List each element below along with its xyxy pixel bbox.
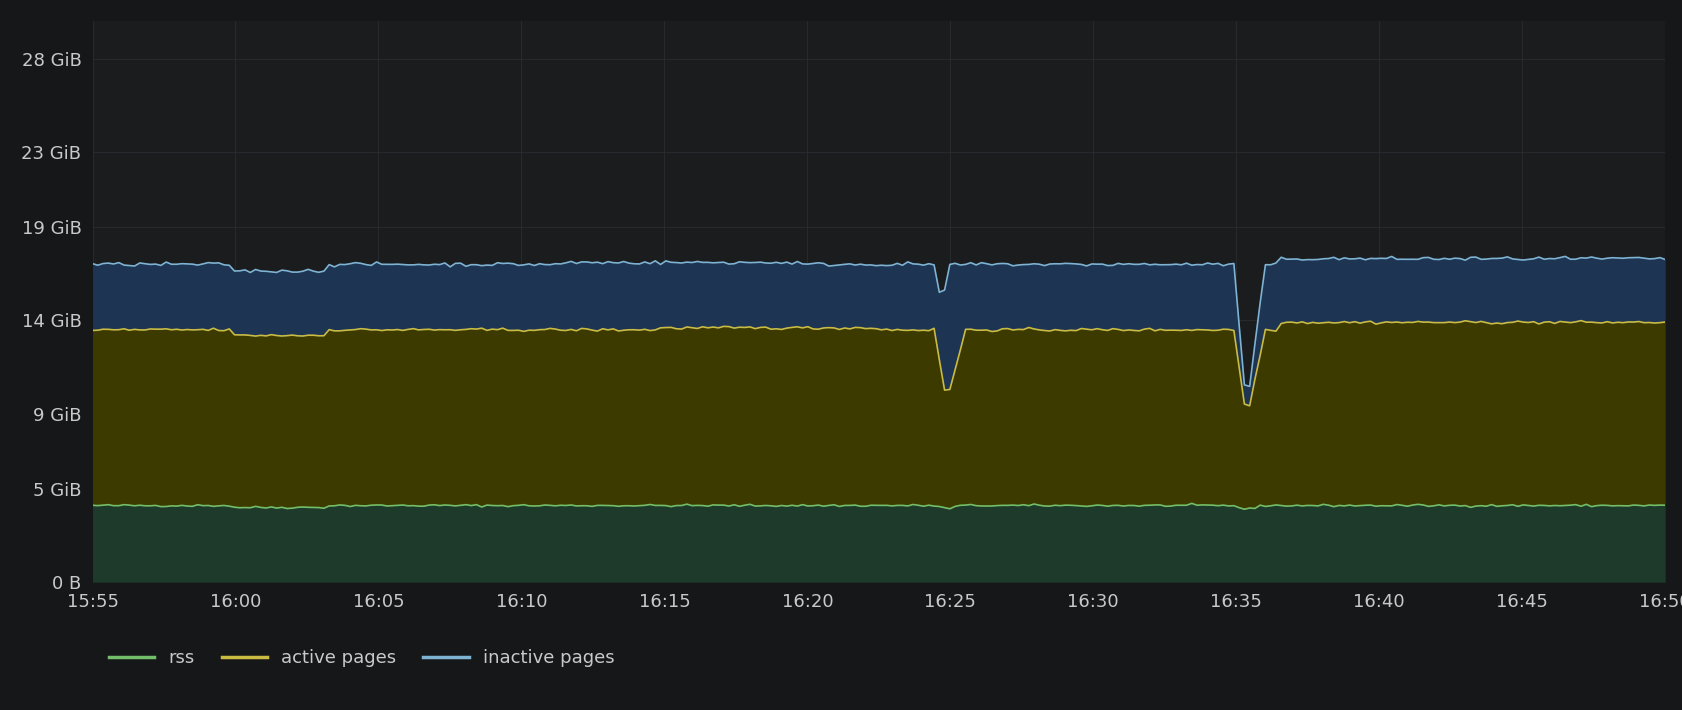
Legend: rss, active pages, inactive pages: rss, active pages, inactive pages xyxy=(101,642,622,674)
